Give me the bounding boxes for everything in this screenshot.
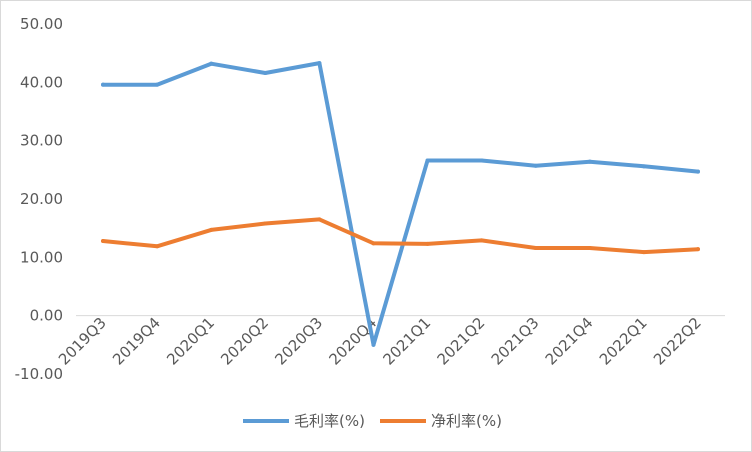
data-point: [425, 158, 430, 163]
x-tick-label: 2021Q1: [380, 314, 435, 369]
data-point: [533, 246, 538, 250]
data-point: [587, 159, 592, 164]
y-tick-label: 50.00: [20, 15, 63, 33]
x-tick-label: 2021Q2: [434, 314, 489, 369]
x-tick-label: 2020Q1: [163, 314, 218, 369]
x-tick-label: 2019Q4: [109, 314, 164, 369]
series-line-1: [101, 217, 700, 255]
data-point: [695, 247, 700, 252]
data-point: [101, 82, 106, 87]
data-point: [209, 61, 214, 66]
data-point: [479, 158, 484, 163]
data-point: [101, 239, 106, 243]
data-point: [587, 246, 592, 250]
x-tick-label: 2020Q3: [271, 314, 326, 369]
x-tick-label: 2020Q2: [217, 314, 272, 369]
data-point: [263, 71, 268, 75]
data-point: [371, 342, 376, 347]
data-point: [155, 244, 160, 249]
x-tick-label: 2022Q1: [596, 314, 651, 369]
data-point: [209, 227, 214, 232]
x-tick-label: 2021Q3: [488, 314, 543, 369]
series-line-0: [101, 61, 700, 347]
data-point: [317, 61, 322, 66]
data-point: [317, 217, 322, 222]
x-tick-label: 2022Q2: [650, 314, 705, 369]
y-tick-label: 10.00: [20, 248, 63, 266]
y-tick-label: -10.00: [15, 365, 63, 383]
legend-label: 毛利率(%): [294, 412, 365, 430]
x-tick-label: 2019Q3: [55, 314, 110, 369]
legend-label: 净利率(%): [431, 412, 502, 430]
data-point: [263, 221, 268, 226]
data-point: [695, 169, 700, 174]
data-point: [425, 241, 430, 246]
data-point: [641, 164, 646, 169]
data-point: [371, 241, 376, 246]
y-tick-label: 20.00: [20, 190, 63, 208]
y-tick-label: 0.00: [30, 307, 63, 325]
y-tick-label: 30.00: [20, 132, 63, 150]
y-tick-label: 40.00: [20, 73, 63, 91]
data-point: [641, 250, 646, 255]
data-point: [155, 82, 160, 87]
x-tick-label: 2021Q4: [542, 314, 597, 369]
data-point: [479, 238, 484, 243]
data-point: [533, 163, 538, 168]
